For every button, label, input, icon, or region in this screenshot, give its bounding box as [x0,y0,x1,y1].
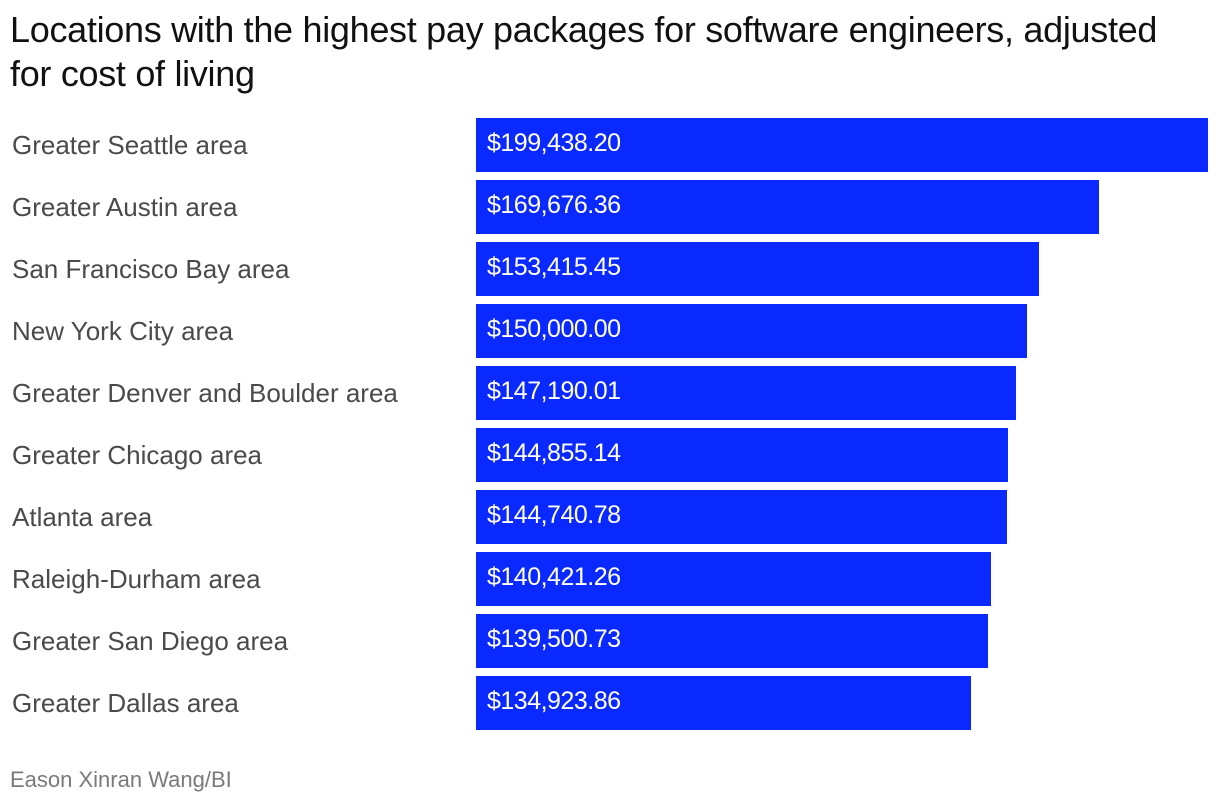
category-label: Greater Dallas area [12,688,239,718]
category-label: Greater Seattle area [12,130,248,160]
bar [476,614,988,668]
bar-value-label: $153,415.45 [487,253,621,281]
category-label: San Francisco Bay area [12,254,290,284]
bar-value-label: $144,740.78 [487,501,621,529]
category-label: Raleigh-Durham area [12,564,261,594]
bar [476,118,1208,172]
bar-value-label: $199,438.20 [487,129,621,157]
bar-value-label: $134,923.86 [487,687,621,715]
bar [476,242,1039,296]
source-credit: Eason Xinran Wang/BI [10,767,232,792]
bar-value-label: $169,676.36 [487,191,621,219]
chart-title: Locations with the highest pay packages … [10,9,1158,94]
bar [476,180,1099,234]
category-label: Greater Chicago area [12,440,263,470]
bar-value-label: $147,190.01 [487,377,621,405]
bar [476,490,1007,544]
bar [476,366,1016,420]
bar [476,304,1027,358]
category-label: Atlanta area [12,502,153,532]
bar-value-label: $150,000.00 [487,315,621,343]
bar-value-label: $139,500.73 [487,625,621,653]
bar [476,552,991,606]
bar-value-label: $144,855.14 [487,439,621,467]
category-label: New York City area [12,316,234,346]
category-label: Greater San Diego area [12,626,289,656]
bar [476,676,971,730]
bar [476,428,1008,482]
bar-value-label: $140,421.26 [487,563,621,591]
category-label: Greater Austin area [12,192,238,222]
category-label: Greater Denver and Boulder area [12,378,398,408]
